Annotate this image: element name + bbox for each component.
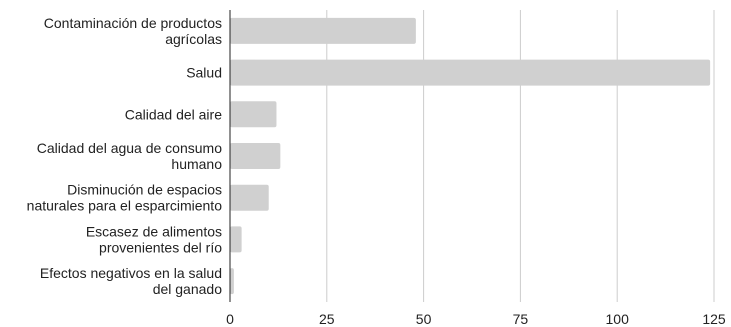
category-label-line: Escasez de alimentos: [86, 223, 222, 239]
bars: [230, 17, 711, 295]
category-label-line: Contaminación de productos: [44, 15, 222, 31]
category-label-1: Contaminación de productos agrícolas: [44, 15, 222, 47]
category-label-line: Disminución de espacios: [67, 182, 222, 198]
bar-3: [230, 101, 277, 128]
category-label-line: Calidad del aire: [125, 106, 222, 122]
category-label-line: agrícolas: [165, 31, 222, 47]
category-label-2: Salud: [186, 65, 222, 81]
x-tick-labels: 0 25 50 75 100 125: [226, 311, 726, 327]
category-label-line: del ganado: [153, 281, 223, 297]
x-tick-label-100: 100: [606, 311, 630, 327]
category-label-line: Salud: [186, 65, 222, 81]
bar-1: [230, 17, 416, 44]
x-tick-label-25: 25: [319, 311, 335, 327]
category-label-line: humano: [171, 156, 222, 172]
category-label-7: Efectos negativos en la salud del ganado: [40, 265, 222, 297]
category-label-line: provenientes del río: [99, 239, 222, 255]
bar-2: [230, 59, 711, 86]
bar-5: [230, 184, 269, 211]
category-label-3: Calidad del aire: [125, 106, 222, 122]
bar-4: [230, 143, 281, 169]
category-label-6: Escasez de alimentos provenientes del río: [86, 223, 222, 255]
category-labels: Contaminación de productos agrícolas Salud…: [27, 15, 223, 297]
x-tick-label-50: 50: [416, 311, 432, 327]
category-label-line: Efectos negativos en la salud: [40, 265, 222, 281]
bar-7: [230, 268, 234, 295]
grid-lines: [326, 10, 715, 302]
x-tick-label-75: 75: [513, 311, 529, 327]
x-tick-label-125: 125: [702, 311, 726, 327]
category-label-5: Disminución de espacios naturales para el…: [27, 182, 223, 214]
x-tick-label-0: 0: [226, 311, 234, 327]
category-label-line: Calidad del agua de consumo: [37, 140, 222, 156]
category-label-line: naturales para el esparcimiento: [27, 198, 223, 214]
bar-6: [230, 226, 242, 253]
category-label-4: Calidad del agua de consumo humano: [37, 140, 222, 172]
